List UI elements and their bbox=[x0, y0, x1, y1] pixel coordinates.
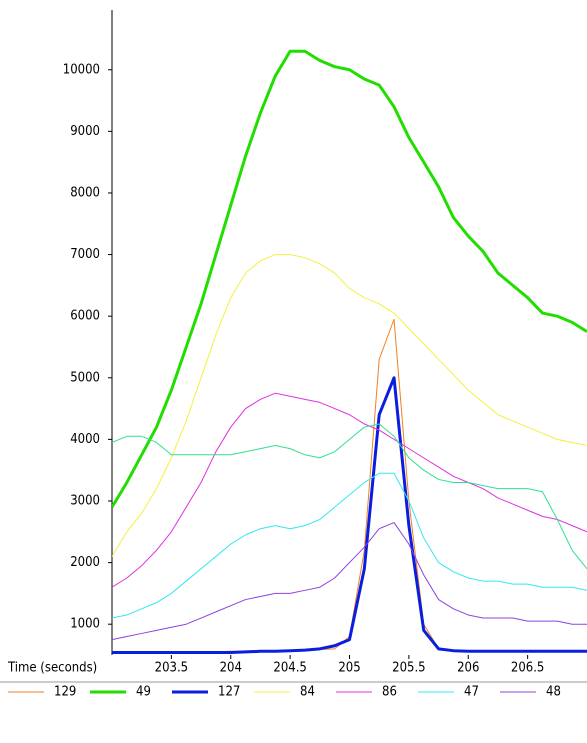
legend-label: 47 bbox=[464, 685, 479, 700]
series-line bbox=[112, 318, 587, 653]
y-tick-label: 7000 bbox=[70, 247, 100, 262]
legend-label: 129 bbox=[54, 685, 76, 700]
legend-label: 127 bbox=[218, 685, 240, 700]
y-tick-label: 3000 bbox=[70, 493, 100, 508]
x-tick-label: 206 bbox=[457, 661, 479, 676]
series-line bbox=[112, 423, 587, 570]
y-tick-label: 6000 bbox=[70, 309, 100, 324]
series-line bbox=[112, 49, 587, 508]
x-tick-label: 205 bbox=[338, 661, 360, 676]
legend-label: 48 bbox=[546, 685, 561, 700]
y-tick-label: 10000 bbox=[63, 62, 100, 77]
legend-label: 84 bbox=[300, 685, 315, 700]
plot-area bbox=[112, 49, 587, 655]
series-line bbox=[112, 392, 587, 588]
x-tick-label: 204.5 bbox=[273, 661, 306, 676]
series-line bbox=[112, 254, 587, 557]
legend-label: 86 bbox=[382, 685, 397, 700]
y-tick-label: 9000 bbox=[70, 124, 100, 139]
y-tick-label: 1000 bbox=[70, 617, 100, 632]
series-line bbox=[112, 376, 587, 655]
x-tick-label: 204 bbox=[220, 661, 242, 676]
x-tick-label: 206.5 bbox=[511, 661, 544, 676]
x-tick-label: 205.5 bbox=[392, 661, 425, 676]
y-tick-label: 5000 bbox=[70, 370, 100, 385]
y-tick-label: 2000 bbox=[70, 555, 100, 570]
y-tick-label: 4000 bbox=[70, 432, 100, 447]
series-line bbox=[112, 522, 587, 641]
series-line bbox=[112, 472, 587, 619]
x-tick-label: 203.5 bbox=[155, 661, 188, 676]
y-tick-label: 8000 bbox=[70, 185, 100, 200]
legend-label: 49 bbox=[136, 685, 151, 700]
x-axis-label: Time (seconds) bbox=[7, 661, 97, 676]
